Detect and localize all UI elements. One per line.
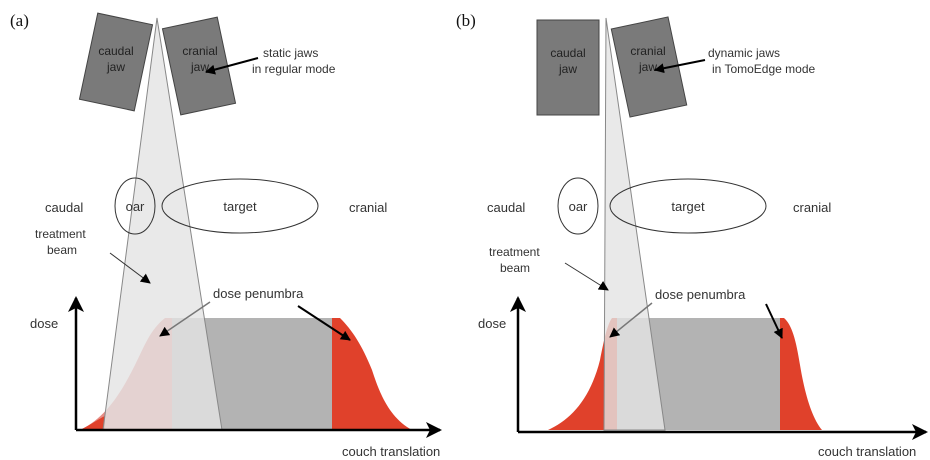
panel-a-label: (a) (10, 11, 29, 30)
panel-b: (b) caudal jaw cranial jaw dynamic jaws … (456, 11, 928, 459)
svg-text:cranial: cranial (630, 44, 665, 58)
jaw-annotation-b-line2: in TomoEdge mode (712, 62, 816, 76)
svg-text:jaw: jaw (106, 60, 125, 74)
target-label-a: target (223, 199, 257, 214)
treatment-beam-label-b-line2: beam (500, 261, 530, 275)
dose-penumbra-arrow-a-left (159, 301, 211, 337)
svg-text:caudal: caudal (98, 44, 133, 58)
treatment-beam-arrow-a (109, 252, 151, 284)
dose-penumbra-arrow-b-left (609, 302, 653, 338)
jaw-annotation-a-line2: in regular mode (252, 62, 336, 76)
dose-penumbra-arrow-b-right (765, 303, 783, 339)
target-label-b: target (671, 199, 705, 214)
jaw-annotation-a: static jaws (263, 46, 318, 60)
caudal-label-b: caudal (487, 200, 525, 215)
jaw-annotation-arrow-a (205, 57, 259, 75)
treatment-beam-label-b: treatment (489, 245, 540, 259)
dose-penumbra-label-b: dose penumbra (655, 287, 746, 302)
dose-penumbra-left-b (548, 318, 617, 430)
treatment-beam-arrow-b (564, 262, 609, 291)
panel-b-label: (b) (456, 11, 476, 30)
dose-penumbra-arrow-a-right (297, 305, 351, 341)
svg-text:jaw: jaw (558, 62, 577, 76)
couch-axis-label-a: couch translation (342, 444, 440, 459)
panel-a: (a) caudal jaw cranial jaw static jaws i… (10, 11, 442, 459)
treatment-beam-label-a: treatment (35, 227, 86, 241)
cranial-label-b: cranial (793, 200, 831, 215)
dose-penumbra-label-a: dose penumbra (213, 286, 304, 301)
treatment-beam-label-a-line2: beam (47, 243, 77, 257)
oar-ellipse-a (114, 177, 156, 235)
oar-label-b: oar (569, 199, 588, 214)
dose-penumbra-right-a (332, 318, 412, 430)
cranial-jaw-a: cranial jaw (161, 16, 237, 116)
oar-label-a: oar (126, 199, 145, 214)
svg-text:jaw: jaw (638, 60, 657, 74)
caudal-label-a: caudal (45, 200, 83, 215)
caudal-jaw-a: caudal jaw (78, 12, 154, 112)
jaw-annotation-arrow-b (654, 59, 706, 74)
caudal-jaw-b: caudal jaw (536, 19, 600, 116)
target-ellipse-a (161, 178, 319, 234)
treatment-beam-b (603, 17, 666, 431)
couch-axis-label-b: couch translation (818, 444, 916, 459)
svg-text:cranial: cranial (182, 44, 217, 58)
target-ellipse-b (609, 178, 767, 234)
svg-text:caudal: caudal (550, 46, 585, 60)
dose-penumbra-left-dark-a (80, 416, 105, 430)
cranial-label-a: cranial (349, 200, 387, 215)
cranial-jaw-b: cranial jaw (610, 16, 688, 118)
svg-text:jaw: jaw (190, 60, 209, 74)
oar-ellipse-b (557, 177, 599, 235)
dose-axis-label-b: dose (478, 316, 506, 331)
dose-axis-label-a: dose (30, 316, 58, 331)
jaw-annotation-b: dynamic jaws (708, 46, 780, 60)
dose-penumbra-right-b (780, 318, 822, 430)
